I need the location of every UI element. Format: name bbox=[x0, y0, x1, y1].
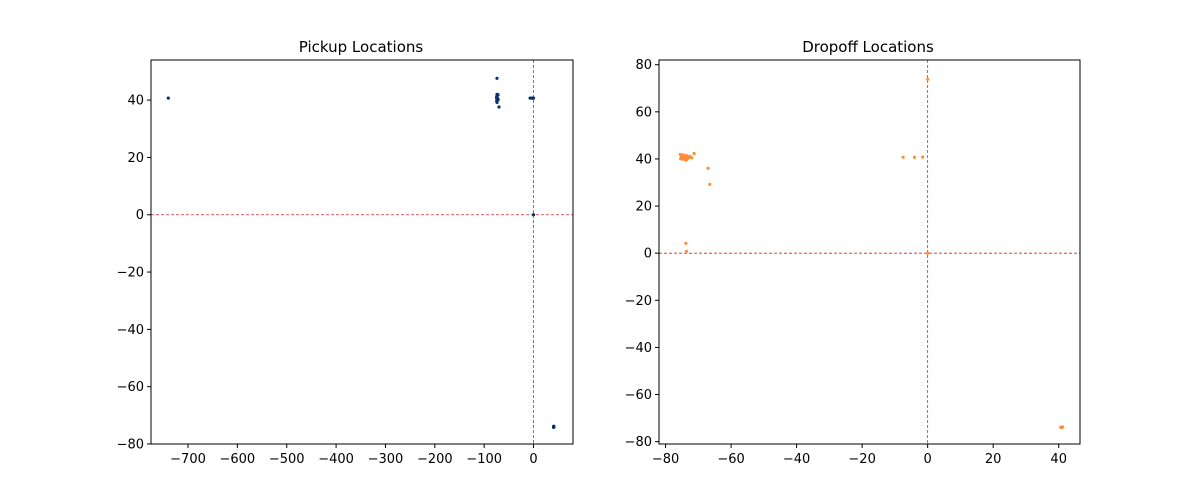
y-tick-label: −80 bbox=[625, 435, 652, 450]
y-tick-label: 40 bbox=[635, 152, 652, 167]
data-point bbox=[166, 96, 170, 100]
data-point bbox=[912, 155, 917, 159]
y-tick-label: 80 bbox=[635, 58, 652, 73]
data-point bbox=[690, 156, 694, 160]
x-tick-label: −700 bbox=[170, 452, 206, 467]
x-tick-label: −200 bbox=[417, 452, 453, 467]
x-tick-label: −400 bbox=[318, 452, 354, 467]
y-tick-label: 60 bbox=[635, 105, 652, 120]
x-tick-label: −60 bbox=[717, 452, 744, 467]
chart-title: Pickup Locations bbox=[299, 38, 424, 56]
x-tick-label: −20 bbox=[848, 452, 875, 467]
data-point bbox=[684, 241, 688, 245]
data-point bbox=[497, 105, 501, 109]
data-point bbox=[684, 249, 689, 253]
chart-title: Dropoff Locations bbox=[802, 38, 934, 56]
data-point bbox=[552, 425, 556, 429]
y-tick-label: −20 bbox=[117, 266, 144, 281]
y-tick-label: 0 bbox=[644, 247, 652, 262]
data-point bbox=[692, 151, 696, 156]
x-tick-label: −40 bbox=[783, 452, 810, 467]
y-tick-label: −20 bbox=[625, 294, 652, 309]
y-tick-label: −60 bbox=[117, 380, 144, 395]
y-tick-label: −80 bbox=[117, 438, 144, 453]
data-point bbox=[496, 97, 500, 102]
data-point bbox=[706, 166, 710, 170]
y-tick-label: 20 bbox=[635, 200, 652, 215]
x-tick-label: 40 bbox=[1050, 452, 1067, 467]
x-tick-label: −100 bbox=[466, 452, 502, 467]
data-point bbox=[495, 76, 499, 80]
y-tick-label: −60 bbox=[625, 388, 652, 403]
x-tick-label: 0 bbox=[924, 452, 932, 467]
data-point bbox=[921, 155, 925, 159]
data-point bbox=[680, 154, 684, 158]
data-point bbox=[531, 96, 536, 100]
x-tick-label: 20 bbox=[985, 452, 1002, 467]
y-tick-label: 20 bbox=[127, 151, 144, 166]
x-tick-label: −600 bbox=[220, 452, 256, 467]
axes-frame bbox=[150, 59, 574, 445]
x-tick-label: −80 bbox=[652, 452, 679, 467]
data-point bbox=[1061, 425, 1065, 429]
pickup-locations-chart: Pickup Locations −700 −600 −500 −400 −300 −20… bbox=[117, 38, 574, 467]
data-point bbox=[926, 77, 930, 81]
y-tick-label: −40 bbox=[117, 323, 144, 338]
data-point bbox=[708, 182, 712, 186]
data-point bbox=[685, 158, 689, 162]
x-tick-label: −300 bbox=[368, 452, 404, 467]
data-point bbox=[679, 157, 683, 161]
data-point bbox=[496, 93, 500, 97]
y-tick-label: −40 bbox=[625, 341, 652, 356]
data-point bbox=[901, 155, 905, 159]
axes-frame bbox=[658, 59, 1081, 445]
x-tick-label: −500 bbox=[269, 452, 305, 467]
dropoff-locations-chart: Dropoff Locations −80 −60 −40 −20 0 20 40 −80 −6… bbox=[625, 38, 1081, 467]
y-tick-label: 40 bbox=[127, 94, 144, 109]
x-tick-label: 0 bbox=[529, 452, 537, 467]
y-tick-label: 0 bbox=[136, 208, 144, 223]
data-point bbox=[926, 251, 930, 255]
data-point bbox=[531, 213, 536, 217]
